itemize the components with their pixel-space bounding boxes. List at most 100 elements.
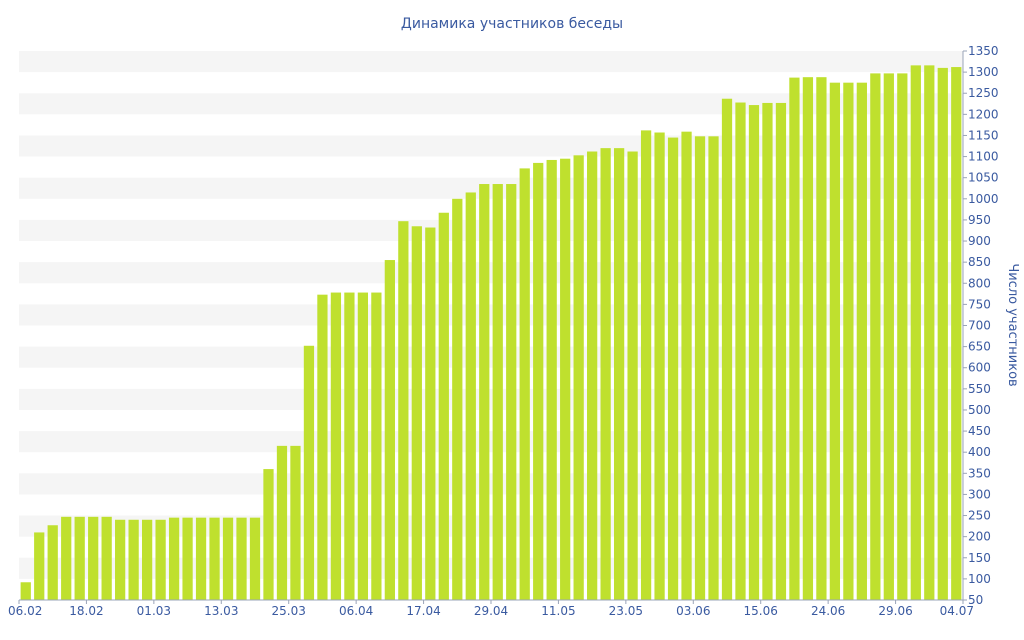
- bar: [209, 517, 220, 600]
- bar: [843, 82, 854, 601]
- x-tick-label: 15.06: [744, 604, 778, 618]
- bar: [600, 148, 611, 600]
- bar: [384, 260, 395, 600]
- y-tick-label: 700: [968, 319, 991, 333]
- bar: [640, 130, 652, 600]
- y-tick-label: 1350: [968, 44, 999, 58]
- x-tick-label: 06.02: [8, 604, 42, 618]
- y-tick-label: 850: [968, 255, 991, 269]
- y-tick-label: 200: [968, 530, 991, 544]
- bar: [330, 292, 342, 600]
- y-tick-label: 1000: [968, 192, 999, 206]
- bar: [34, 532, 45, 600]
- bar: [317, 294, 328, 600]
- y-tick-label: 1150: [968, 128, 999, 142]
- bar: [263, 469, 274, 600]
- y-tick-label: 400: [968, 445, 991, 459]
- x-tick-label: 17.04: [406, 604, 440, 618]
- bar: [61, 516, 72, 600]
- y-tick-label: 650: [968, 340, 991, 354]
- x-tick-label: 04.07: [940, 604, 974, 618]
- bar: [155, 519, 166, 600]
- y-tick-label: 50: [968, 593, 983, 607]
- bar: [303, 345, 315, 600]
- y-tick-label: 550: [968, 382, 991, 396]
- x-tick-label: 29.06: [878, 604, 912, 618]
- x-tick-label: 11.05: [541, 604, 575, 618]
- y-tick-label: 350: [968, 466, 991, 480]
- bar: [519, 168, 530, 600]
- bar: [816, 77, 827, 601]
- bar: [452, 198, 463, 600]
- bar: [613, 148, 625, 600]
- bar: [829, 82, 841, 601]
- bar: [789, 77, 800, 601]
- bar: [762, 102, 773, 600]
- bar: [371, 292, 382, 600]
- x-tick-label: 24.06: [811, 604, 845, 618]
- y-tick-label: 500: [968, 403, 991, 417]
- bar: [910, 65, 921, 601]
- y-tick-label: 1050: [968, 171, 999, 185]
- x-tick-label: 13.03: [204, 604, 238, 618]
- bar: [88, 516, 99, 600]
- bar: [101, 516, 112, 600]
- bar: [546, 159, 557, 600]
- bar: [20, 582, 31, 600]
- bar: [924, 65, 935, 601]
- bar: [115, 519, 126, 600]
- bar: [438, 212, 449, 601]
- bar: [775, 102, 787, 600]
- y-tick-label: 600: [968, 361, 991, 375]
- grid-band: [19, 51, 963, 73]
- y-tick-label: 300: [968, 487, 991, 501]
- bar: [168, 517, 180, 600]
- bar: [708, 136, 719, 600]
- bar: [748, 105, 760, 600]
- bar: [587, 151, 598, 600]
- bar: [182, 517, 193, 600]
- bar: [411, 226, 422, 600]
- bar: [249, 517, 261, 600]
- bar: [802, 77, 814, 601]
- bar: [883, 73, 894, 600]
- x-tick-label: 29.04: [474, 604, 508, 618]
- y-axis-label: Число участников: [1005, 263, 1020, 386]
- bar: [870, 73, 881, 600]
- x-tick-label: 06.04: [339, 604, 373, 618]
- y-tick-label: 750: [968, 297, 991, 311]
- y-tick-label: 1200: [968, 107, 999, 121]
- y-tick-label: 900: [968, 234, 991, 248]
- bar: [479, 184, 490, 600]
- bar: [735, 102, 746, 601]
- bar: [856, 82, 867, 601]
- bar: [141, 519, 153, 600]
- bar: [627, 151, 638, 600]
- y-tick-label: 100: [968, 572, 991, 586]
- bar: [128, 519, 139, 600]
- bar: [465, 192, 476, 600]
- bar: [533, 162, 544, 600]
- bar: [195, 517, 207, 600]
- bar: [398, 221, 409, 600]
- bar: [721, 98, 733, 600]
- bar: [222, 517, 234, 600]
- bar: [492, 184, 503, 600]
- bar: [276, 445, 288, 600]
- bar: [681, 131, 692, 600]
- bar: [667, 137, 679, 600]
- x-tick-label: 23.05: [609, 604, 643, 618]
- bar: [897, 73, 908, 600]
- x-axis-ticks: 06.02 18.02 01.03 13.03 25.03 06.04 17.04 29.04…: [8, 599, 974, 618]
- x-tick-label: 03.06: [676, 604, 710, 618]
- bar: [573, 155, 584, 600]
- y-tick-label: 150: [968, 551, 991, 565]
- y-tick-label: 800: [968, 276, 991, 290]
- chart-title: Динамика участников беседы: [401, 16, 623, 32]
- bar: [951, 67, 962, 601]
- x-tick-label: 25.03: [272, 604, 306, 618]
- y-tick-label: 450: [968, 424, 991, 438]
- bar: [506, 184, 517, 600]
- bar: [47, 525, 58, 600]
- bar: [560, 158, 571, 600]
